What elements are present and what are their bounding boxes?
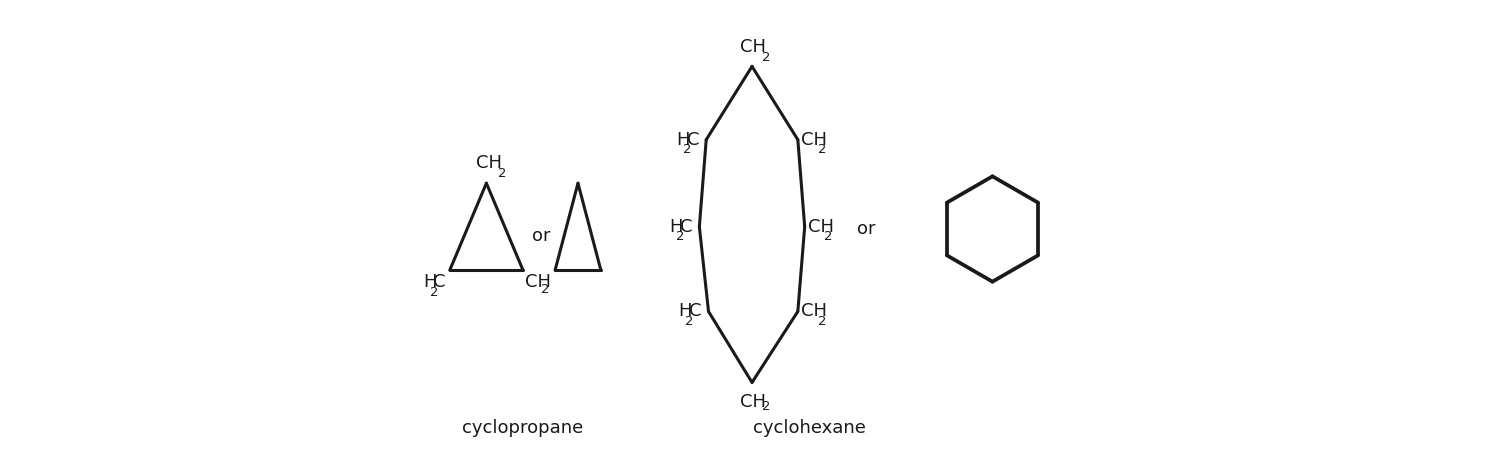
Text: or: or xyxy=(532,227,550,245)
Text: cyclopropane: cyclopropane xyxy=(462,419,583,437)
Text: or: or xyxy=(857,220,875,238)
Text: H: H xyxy=(670,218,684,236)
Text: 2: 2 xyxy=(763,400,770,413)
Text: CH: CH xyxy=(525,273,552,291)
Text: H: H xyxy=(676,131,690,149)
Text: 2: 2 xyxy=(498,167,507,180)
Text: C: C xyxy=(679,218,693,236)
Text: C: C xyxy=(687,131,699,149)
Text: C: C xyxy=(690,302,702,321)
Text: 2: 2 xyxy=(824,230,833,243)
Text: H: H xyxy=(679,302,693,321)
Text: C: C xyxy=(433,273,445,291)
Text: 2: 2 xyxy=(541,283,550,296)
Text: CH: CH xyxy=(802,302,827,321)
Text: 2: 2 xyxy=(684,143,691,156)
Text: 2: 2 xyxy=(763,51,770,64)
Text: 2: 2 xyxy=(430,286,438,299)
Text: 2: 2 xyxy=(817,143,826,156)
Text: cyclohexane: cyclohexane xyxy=(752,419,866,437)
Text: H: H xyxy=(423,273,436,291)
Text: 2: 2 xyxy=(676,230,685,243)
Text: CH: CH xyxy=(802,131,827,149)
Text: 2: 2 xyxy=(685,315,694,328)
Text: CH: CH xyxy=(808,218,835,236)
Text: CH: CH xyxy=(475,154,502,172)
Text: 2: 2 xyxy=(817,315,826,328)
Text: CH: CH xyxy=(741,393,766,410)
Text: CH: CH xyxy=(741,38,766,56)
